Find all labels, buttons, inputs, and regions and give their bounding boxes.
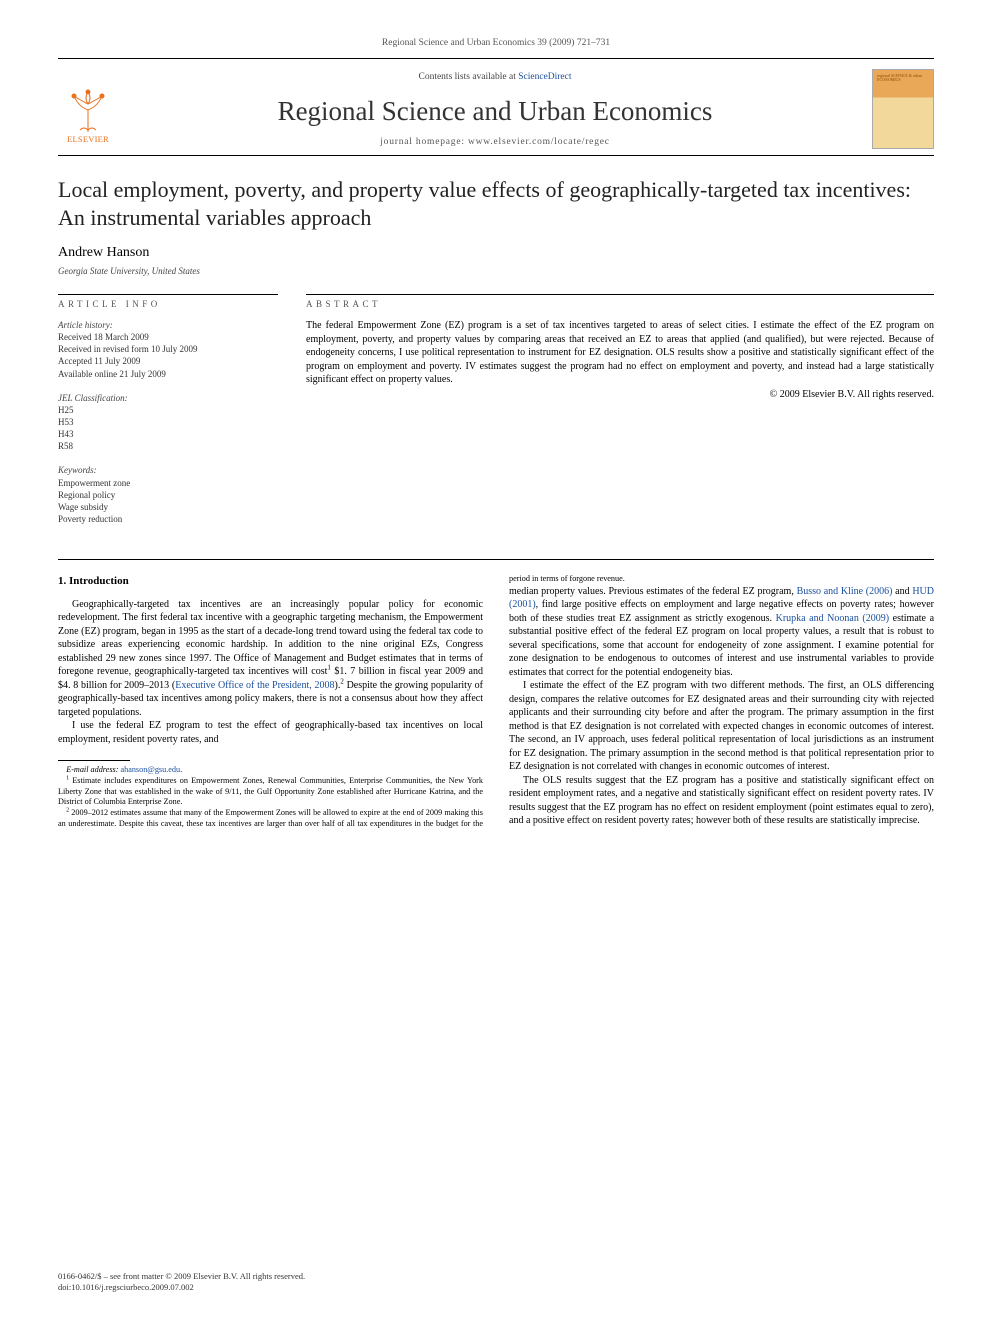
masthead-center: Contents lists available at ScienceDirec…	[132, 72, 858, 147]
contents-prefix: Contents lists available at	[418, 72, 518, 82]
body-paragraph: I use the federal EZ program to test the…	[58, 719, 483, 746]
article-info-column: article info Article history: Received 1…	[58, 294, 278, 537]
jel-block: JEL Classification: H25 H53 H43 R58	[58, 392, 278, 453]
article-info-header: article info	[58, 294, 278, 309]
page-footer: 0166-0462/$ – see front matter © 2009 El…	[58, 1271, 934, 1293]
jel-label: JEL Classification:	[58, 392, 278, 404]
contents-line: Contents lists available at ScienceDirec…	[132, 72, 858, 82]
keywords-label: Keywords:	[58, 464, 278, 476]
date-accepted: Accepted 11 July 2009	[58, 355, 278, 367]
author-name: Andrew Hanson	[58, 245, 934, 261]
jel-code: H53	[58, 416, 278, 428]
keyword: Wage subsidy	[58, 501, 278, 513]
citation-link[interactable]: Krupka and Noonan (2009)	[776, 613, 890, 624]
jel-code: H43	[58, 428, 278, 440]
footnote-1: 1 Estimate includes expenditures on Empo…	[58, 776, 483, 808]
cover-text: regional SCIENCE & urban ECONOMICS	[877, 74, 929, 83]
footnote-email: E-mail address: ahanson@gsu.edu.	[58, 765, 483, 776]
footer-doi: doi:10.1016/j.regsciurbeco.2009.07.002	[58, 1282, 934, 1293]
masthead: ELSEVIER Contents lists available at Sci…	[58, 59, 934, 156]
date-online: Available online 21 July 2009	[58, 368, 278, 380]
article-title: Local employment, poverty, and property …	[58, 176, 934, 231]
section-divider	[58, 559, 934, 560]
email-label: E-mail address:	[66, 765, 118, 774]
footnote-rule	[58, 760, 130, 761]
date-revised: Received in revised form 10 July 2009	[58, 343, 278, 355]
info-abstract-row: article info Article history: Received 1…	[58, 294, 934, 537]
elsevier-label: ELSEVIER	[67, 134, 109, 144]
body-paragraph: median property values. Previous estimat…	[509, 585, 934, 680]
running-header: Regional Science and Urban Economics 39 …	[58, 38, 934, 48]
keywords-block: Keywords: Empowerment zone Regional poli…	[58, 464, 278, 525]
journal-cover-thumbnail: regional SCIENCE & urban ECONOMICS	[872, 69, 934, 149]
email-link[interactable]: ahanson@gsu.edu	[120, 765, 180, 774]
abstract-header: abstract	[306, 294, 934, 309]
homepage-url: www.elsevier.com/locate/regec	[468, 137, 610, 147]
elsevier-logo: ELSEVIER	[58, 74, 118, 144]
footer-front-matter: 0166-0462/$ – see front matter © 2009 El…	[58, 1271, 934, 1282]
jel-code: R58	[58, 440, 278, 452]
homepage-line: journal homepage: www.elsevier.com/locat…	[132, 137, 858, 147]
journal-name: Regional Science and Urban Economics	[132, 96, 858, 127]
citation-link[interactable]: Busso and Kline (2006)	[797, 586, 893, 597]
section-1-heading: 1. Introduction	[58, 574, 483, 589]
keyword: Regional policy	[58, 489, 278, 501]
author-affiliation: Georgia State University, United States	[58, 266, 934, 276]
jel-code: H25	[58, 404, 278, 416]
date-received: Received 18 March 2009	[58, 331, 278, 343]
citation-link[interactable]: Executive Office of the President, 2008	[175, 680, 334, 691]
abstract-column: abstract The federal Empowerment Zone (E…	[306, 294, 934, 537]
sciencedirect-link[interactable]: ScienceDirect	[518, 72, 571, 82]
body-columns: 1. Introduction Geographically-targeted …	[58, 574, 934, 829]
keyword: Empowerment zone	[58, 477, 278, 489]
elsevier-tree-icon	[64, 86, 112, 134]
keyword: Poverty reduction	[58, 513, 278, 525]
body-paragraph: Geographically-targeted tax incentives a…	[58, 598, 483, 720]
body-paragraph: I estimate the effect of the EZ program …	[509, 679, 934, 774]
abstract-copyright: © 2009 Elsevier B.V. All rights reserved…	[306, 389, 934, 400]
homepage-prefix: journal homepage:	[380, 137, 468, 147]
body-paragraph: The OLS results suggest that the EZ prog…	[509, 774, 934, 828]
article-history-block: Article history: Received 18 March 2009 …	[58, 319, 278, 380]
abstract-text: The federal Empowerment Zone (EZ) progra…	[306, 319, 934, 387]
history-label: Article history:	[58, 319, 278, 331]
